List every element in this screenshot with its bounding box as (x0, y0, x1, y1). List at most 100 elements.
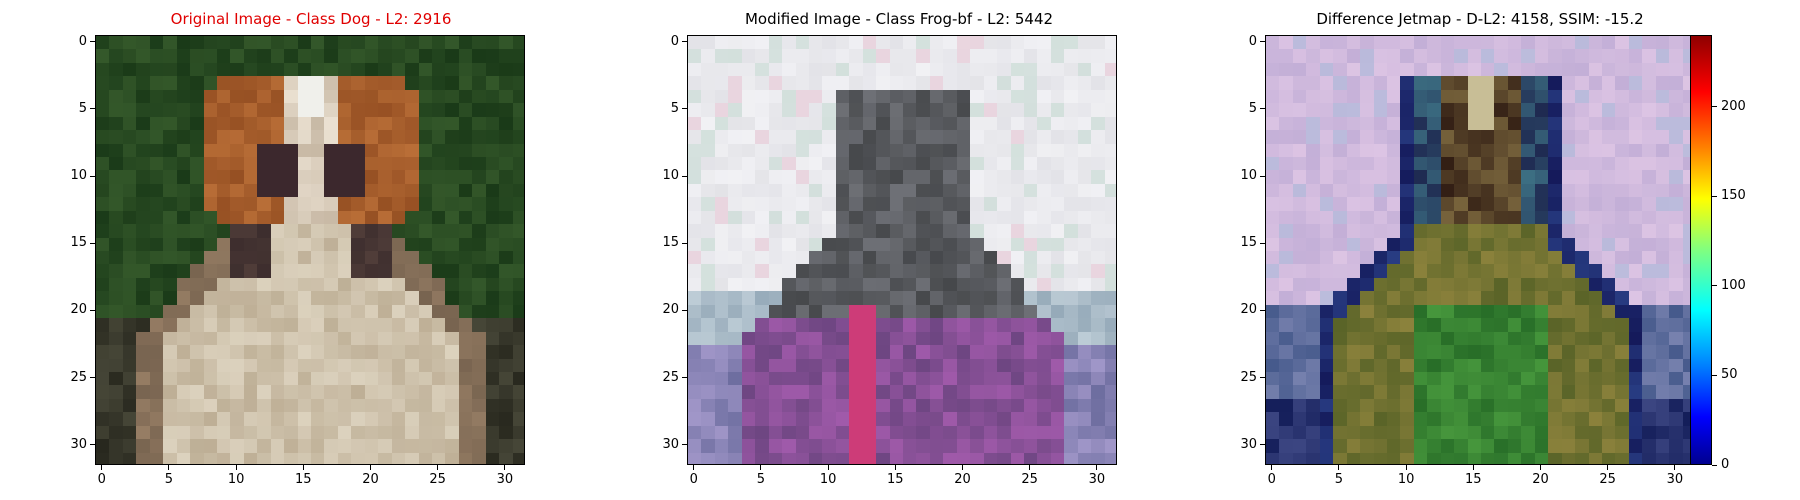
x-tick-mark (437, 465, 439, 470)
colorbar (1690, 35, 1712, 465)
image-difference (1265, 35, 1695, 465)
y-tick-label: 10 (662, 168, 679, 184)
x-tick-label: 20 (954, 472, 971, 487)
x-tick-mark (504, 465, 506, 470)
x-tick-mark (168, 465, 170, 470)
x-tick-label: 30 (1088, 472, 1106, 487)
x-tick-label: 25 (429, 472, 446, 487)
y-tick-label: 30 (1240, 436, 1257, 452)
panel-title-difference: Difference Jetmap - D-L2: 4158, SSIM: -1… (1316, 10, 1644, 28)
colorbar-tick-label: 200 (1721, 98, 1746, 114)
x-tick-label: 20 (362, 472, 379, 487)
x-tick-label: 0 (97, 472, 106, 487)
x-tick-mark (1539, 465, 1541, 470)
y-tick-mark (682, 242, 687, 244)
y-tick-mark (1260, 377, 1265, 379)
x-tick-mark (693, 465, 695, 470)
y-tick-mark (1260, 444, 1265, 446)
y-tick-mark (682, 175, 687, 177)
x-tick-label: 30 (1666, 472, 1684, 487)
x-tick-mark (1674, 465, 1676, 470)
x-tick-mark (1472, 465, 1474, 470)
y-tick-label: 10 (70, 168, 87, 184)
colorbar-tick-mark (1712, 195, 1717, 197)
y-tick-label: 0 (670, 33, 679, 49)
colorbar-tick-label: 100 (1721, 277, 1746, 293)
y-tick-label: 25 (1240, 369, 1257, 385)
y-tick-mark (1260, 175, 1265, 177)
y-tick-mark (90, 175, 95, 177)
y-tick-label: 0 (78, 33, 87, 49)
panel-title-modified: Modified Image - Class Frog-bf - L2: 544… (744, 10, 1054, 28)
colorbar-tick-mark (1712, 285, 1717, 287)
colorbar-tick-mark (1712, 464, 1717, 466)
x-tick-label: 15 (1465, 472, 1482, 487)
y-tick-mark (90, 242, 95, 244)
y-tick-label: 15 (1240, 235, 1257, 251)
x-tick-label: 10 (1397, 472, 1415, 487)
y-tick-label: 20 (70, 302, 87, 318)
x-tick-label: 20 (1532, 472, 1549, 487)
y-tick-mark (1260, 108, 1265, 110)
colorbar-tick-mark (1712, 106, 1717, 108)
x-tick-label: 10 (819, 472, 837, 487)
x-tick-mark (1096, 465, 1098, 470)
x-tick-label: 30 (496, 472, 514, 487)
x-tick-label: 25 (1021, 472, 1038, 487)
colorbar-tick-label: 50 (1721, 367, 1738, 383)
x-tick-mark (101, 465, 103, 470)
panel-title-original: Original Image - Class Dog - L2: 2916 (170, 10, 452, 28)
y-tick-mark (90, 41, 95, 43)
colorbar-tick-label: 150 (1721, 188, 1746, 204)
x-tick-mark (302, 465, 304, 470)
y-tick-label: 0 (1248, 33, 1257, 49)
x-tick-label: 15 (295, 472, 312, 487)
x-tick-label: 5 (164, 472, 174, 487)
y-tick-label: 20 (1240, 302, 1257, 318)
colorbar-tick-label: 0 (1721, 457, 1730, 472)
y-tick-mark (682, 444, 687, 446)
y-tick-label: 15 (662, 235, 679, 251)
y-tick-mark (682, 41, 687, 43)
y-tick-label: 20 (662, 302, 679, 318)
x-tick-mark (827, 465, 829, 470)
y-tick-mark (90, 444, 95, 446)
y-tick-mark (682, 309, 687, 311)
colorbar-tick-mark (1712, 374, 1717, 376)
x-tick-label: 5 (756, 472, 766, 487)
y-tick-label: 5 (78, 100, 87, 116)
y-tick-label: 30 (662, 436, 679, 452)
y-tick-mark (90, 108, 95, 110)
y-tick-label: 25 (70, 369, 87, 385)
x-tick-label: 5 (1334, 472, 1344, 487)
y-tick-label: 10 (1240, 168, 1257, 184)
x-tick-label: 15 (887, 472, 904, 487)
x-tick-mark (961, 465, 963, 470)
image-modified (687, 35, 1117, 465)
y-tick-label: 25 (662, 369, 679, 385)
y-tick-mark (90, 377, 95, 379)
y-tick-label: 30 (70, 436, 87, 452)
y-tick-mark (90, 309, 95, 311)
y-tick-mark (682, 377, 687, 379)
x-tick-label: 25 (1599, 472, 1616, 487)
y-tick-mark (1260, 41, 1265, 43)
x-tick-mark (760, 465, 762, 470)
y-tick-mark (1260, 309, 1265, 311)
x-tick-mark (1029, 465, 1031, 470)
x-tick-mark (369, 465, 371, 470)
x-tick-label: 0 (689, 472, 698, 487)
x-tick-label: 10 (227, 472, 245, 487)
y-tick-label: 5 (1248, 100, 1257, 116)
x-tick-mark (1338, 465, 1340, 470)
y-tick-label: 5 (670, 100, 679, 116)
x-tick-mark (1405, 465, 1407, 470)
x-tick-mark (1607, 465, 1609, 470)
x-tick-mark (235, 465, 237, 470)
y-tick-mark (1260, 242, 1265, 244)
x-tick-mark (894, 465, 896, 470)
y-tick-label: 15 (70, 235, 87, 251)
image-original (95, 35, 525, 465)
x-tick-label: 0 (1267, 472, 1276, 487)
y-tick-mark (682, 108, 687, 110)
